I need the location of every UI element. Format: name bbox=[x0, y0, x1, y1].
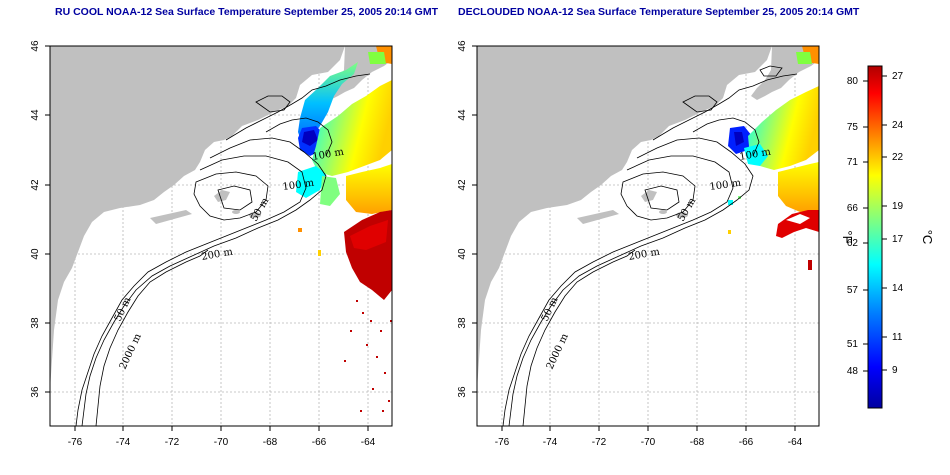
left-y-axis-labels: 46 44 42 40 38 36 bbox=[30, 40, 41, 398]
left-land-cape-cod bbox=[214, 190, 230, 202]
celsius-unit-label: °C bbox=[920, 230, 935, 245]
left-map-panel: 100 m 100 m 50 m 200 m 50 m 2000 m -76 -… bbox=[30, 40, 393, 448]
left-y-tick: 42 bbox=[30, 179, 41, 191]
left-y-tick: 36 bbox=[30, 386, 41, 398]
fahrenheit-unit-label: °F bbox=[840, 230, 855, 243]
right-y-tick: 38 bbox=[457, 317, 468, 329]
fahrenheit-tick: 51 bbox=[847, 339, 859, 350]
colorbar-fahrenheit-labels: 80 75 71 66 62 57 51 48 bbox=[847, 76, 859, 377]
right-y-tick: 44 bbox=[457, 109, 468, 121]
right-y-tick: 36 bbox=[457, 386, 468, 398]
left-land-long-island bbox=[150, 210, 192, 224]
left-y-tick: 44 bbox=[30, 109, 41, 121]
left-map-title: RU COOL NOAA-12 Sea Surface Temperature … bbox=[55, 6, 439, 18]
celsius-tick: 24 bbox=[892, 120, 904, 131]
left-x-tick: -72 bbox=[165, 437, 180, 448]
fahrenheit-tick: 57 bbox=[847, 285, 859, 296]
right-x-tick: -64 bbox=[788, 437, 803, 448]
right-x-tick: -70 bbox=[641, 437, 656, 448]
temperature-colorbar: 80 75 71 66 62 57 51 48 27 24 22 19 17 1… bbox=[840, 65, 935, 409]
fahrenheit-tick: 48 bbox=[847, 366, 859, 377]
celsius-tick: 17 bbox=[892, 234, 904, 245]
right-map-panel: 100 m 100 m 50 m 200 m 50 m 2000 m -76 -… bbox=[457, 40, 820, 448]
left-x-tick: -68 bbox=[263, 437, 278, 448]
celsius-tick: 9 bbox=[892, 365, 898, 376]
right-y-tick: 40 bbox=[457, 248, 468, 260]
right-map-title: DECLOUDED NOAA-12 Sea Surface Temperatur… bbox=[458, 6, 860, 18]
right-x-tick: -74 bbox=[543, 437, 558, 448]
right-y-axis-labels: 46 44 42 40 38 36 bbox=[457, 40, 468, 398]
left-y-tick: 46 bbox=[30, 40, 41, 52]
fahrenheit-tick: 71 bbox=[847, 157, 859, 168]
right-sst-data bbox=[728, 46, 819, 270]
left-axis-ticks bbox=[45, 45, 369, 431]
right-x-tick: -76 bbox=[495, 437, 510, 448]
left-y-tick: 38 bbox=[30, 317, 41, 329]
celsius-tick: 14 bbox=[892, 283, 904, 294]
right-land bbox=[477, 46, 772, 390]
right-land-cape-cod bbox=[641, 190, 657, 202]
left-land bbox=[50, 46, 345, 390]
left-sst-data bbox=[296, 46, 392, 412]
left-x-tick: -70 bbox=[214, 437, 229, 448]
fahrenheit-tick: 75 bbox=[847, 122, 859, 133]
right-x-tick: -68 bbox=[690, 437, 705, 448]
right-x-axis-labels: -76 -74 -72 -70 -68 -66 -64 bbox=[495, 437, 803, 448]
celsius-tick: 27 bbox=[892, 71, 904, 82]
colorbar-celsius-labels: 27 24 22 19 17 14 11 9 bbox=[892, 71, 904, 376]
celsius-tick: 19 bbox=[892, 201, 904, 212]
right-axis-ticks bbox=[472, 45, 796, 431]
celsius-tick: 22 bbox=[892, 152, 904, 163]
left-y-tick: 40 bbox=[30, 248, 41, 260]
fahrenheit-tick: 80 bbox=[847, 76, 859, 87]
colorbar-gradient bbox=[867, 65, 883, 409]
right-y-tick: 46 bbox=[457, 40, 468, 52]
left-contour-label-100m-center: 100 m bbox=[282, 178, 315, 193]
left-x-tick: -74 bbox=[116, 437, 131, 448]
celsius-tick: 11 bbox=[892, 332, 903, 343]
left-x-axis-labels: -76 -74 -72 -70 -68 -66 -64 bbox=[68, 437, 376, 448]
left-x-tick: -66 bbox=[312, 437, 327, 448]
fahrenheit-tick: 66 bbox=[847, 203, 859, 214]
left-x-tick: -76 bbox=[68, 437, 83, 448]
left-x-tick: -64 bbox=[361, 437, 376, 448]
right-x-tick: -66 bbox=[739, 437, 754, 448]
left-contours bbox=[75, 73, 371, 427]
right-land-long-island bbox=[577, 210, 619, 224]
fahrenheit-tick: 62 bbox=[847, 238, 859, 249]
right-contours bbox=[502, 65, 798, 427]
right-contour-label-100m-center: 100 m bbox=[709, 178, 742, 193]
right-x-tick: -72 bbox=[592, 437, 607, 448]
right-y-tick: 42 bbox=[457, 179, 468, 191]
